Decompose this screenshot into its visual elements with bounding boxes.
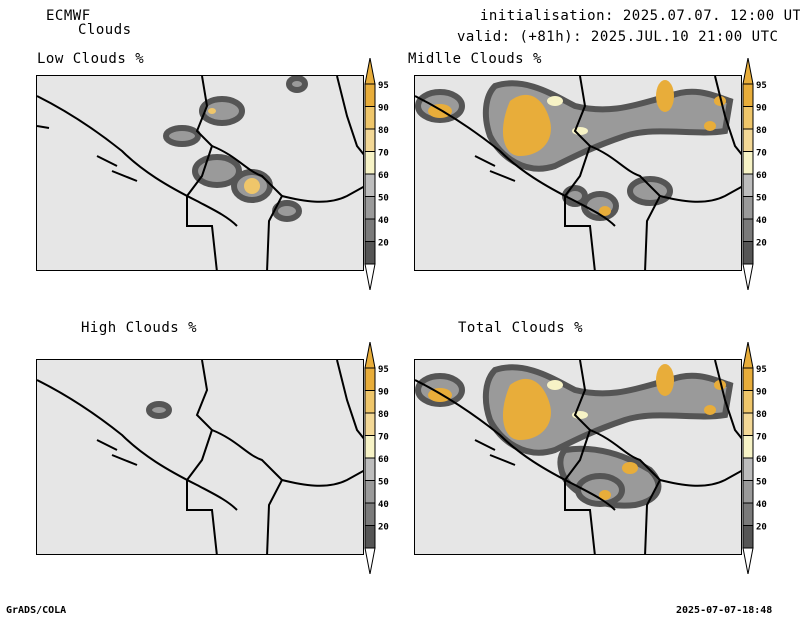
total-clouds-map (414, 359, 742, 555)
colorbar-box-90 (364, 106, 376, 130)
colorbar-box-90 (742, 390, 754, 414)
colorbar-label-60: 60 (756, 455, 767, 465)
colorbar-under-triangle (742, 547, 754, 574)
colorbar-label-40: 40 (756, 500, 767, 510)
colorbar-label-80: 80 (756, 410, 767, 420)
colorbar-box-95 (742, 83, 754, 107)
colorbar-middle: 95 90 80 70 60 50 40 20 (742, 58, 774, 290)
colorbar-high: 95 90 80 70 60 50 40 20 (364, 342, 396, 574)
colorbar-box-60 (364, 457, 376, 481)
colorbar-label-40: 40 (378, 216, 389, 226)
middle-clouds-map (414, 75, 742, 271)
colorbar-over-triangle (364, 342, 376, 369)
colorbar-box-80 (742, 128, 754, 152)
colorbar-label-40: 40 (756, 216, 767, 226)
high-clouds-map (36, 359, 364, 555)
colorbar-label-95: 95 (378, 81, 389, 91)
colorbar-over-triangle (742, 342, 754, 369)
colorbar-label-90: 90 (756, 388, 767, 398)
colorbar-box-90 (364, 390, 376, 414)
colorbar-box-70 (364, 151, 376, 175)
footer-software: GrADS/COLA (6, 605, 67, 616)
colorbar-label-80: 80 (378, 410, 389, 420)
panel-title-high: High Clouds % (81, 320, 198, 336)
colorbar-label-80: 80 (378, 126, 389, 136)
colorbar-box-60 (364, 173, 376, 197)
colorbar-box-90 (742, 106, 754, 130)
colorbar-label-90: 90 (378, 388, 389, 398)
colorbar-box-20 (742, 241, 754, 265)
panel-title-middle: Midlle Clouds % (408, 51, 542, 67)
colorbar-label-60: 60 (378, 455, 389, 465)
panel-title-total: Total Clouds % (458, 320, 584, 336)
colorbar-box-50 (364, 196, 376, 220)
low-clouds-map (36, 75, 364, 271)
colorbar-over-triangle (364, 58, 376, 85)
colorbar-label-50: 50 (378, 194, 389, 204)
colorbar-label-20: 20 (378, 523, 389, 533)
colorbar-box-40 (742, 218, 754, 242)
product-name: Clouds (78, 22, 132, 38)
colorbar-under-triangle (364, 547, 376, 574)
colorbar-label-50: 50 (756, 478, 767, 488)
colorbar-box-20 (364, 525, 376, 549)
colorbar-box-20 (364, 241, 376, 265)
colorbar-box-50 (364, 480, 376, 504)
colorbar-label-60: 60 (378, 171, 389, 181)
colorbar-label-80: 80 (756, 126, 767, 136)
valid-time: valid: (+81h): 2025.JUL.10 21:00 UTC (457, 29, 779, 45)
colorbar-box-70 (742, 435, 754, 459)
colorbar-box-60 (742, 173, 754, 197)
colorbar-box-95 (364, 83, 376, 107)
colorbar-label-90: 90 (756, 104, 767, 114)
footer-timestamp: 2025-07-07-18:48 (676, 605, 773, 616)
colorbar-box-20 (742, 525, 754, 549)
colorbar-label-50: 50 (378, 478, 389, 488)
colorbar-box-40 (364, 502, 376, 526)
colorbar-label-95: 95 (756, 81, 767, 91)
colorbar-box-50 (742, 480, 754, 504)
colorbar-label-50: 50 (756, 194, 767, 204)
colorbar-box-50 (742, 196, 754, 220)
colorbar-over-triangle (742, 58, 754, 85)
colorbar-label-20: 20 (756, 523, 767, 533)
colorbar-label-70: 70 (756, 433, 767, 443)
panel-title-low: Low Clouds % (37, 51, 145, 67)
colorbar-label-20: 20 (378, 239, 389, 249)
colorbar-box-70 (742, 151, 754, 175)
colorbar-box-70 (364, 435, 376, 459)
colorbar-low: 95 90 80 70 60 50 40 20 (364, 58, 396, 290)
colorbar-box-95 (742, 367, 754, 391)
colorbar-box-95 (364, 367, 376, 391)
colorbar-box-80 (364, 412, 376, 436)
colorbar-label-70: 70 (378, 433, 389, 443)
colorbar-label-70: 70 (756, 149, 767, 159)
colorbar-label-20: 20 (756, 239, 767, 249)
colorbar-label-40: 40 (378, 500, 389, 510)
init-time: initialisation: 2025.07.07. 12:00 UTC (480, 8, 800, 24)
colorbar-under-triangle (742, 263, 754, 290)
colorbar-label-95: 95 (756, 365, 767, 375)
colorbar-box-40 (742, 502, 754, 526)
colorbar-label-60: 60 (756, 171, 767, 181)
colorbar-total: 95 90 80 70 60 50 40 20 (742, 342, 774, 574)
colorbar-box-40 (364, 218, 376, 242)
colorbar-label-95: 95 (378, 365, 389, 375)
colorbar-label-70: 70 (378, 149, 389, 159)
colorbar-box-60 (742, 457, 754, 481)
model-name: ECMWF (46, 8, 91, 24)
colorbar-label-90: 90 (378, 104, 389, 114)
colorbar-box-80 (364, 128, 376, 152)
colorbar-under-triangle (364, 263, 376, 290)
colorbar-box-80 (742, 412, 754, 436)
